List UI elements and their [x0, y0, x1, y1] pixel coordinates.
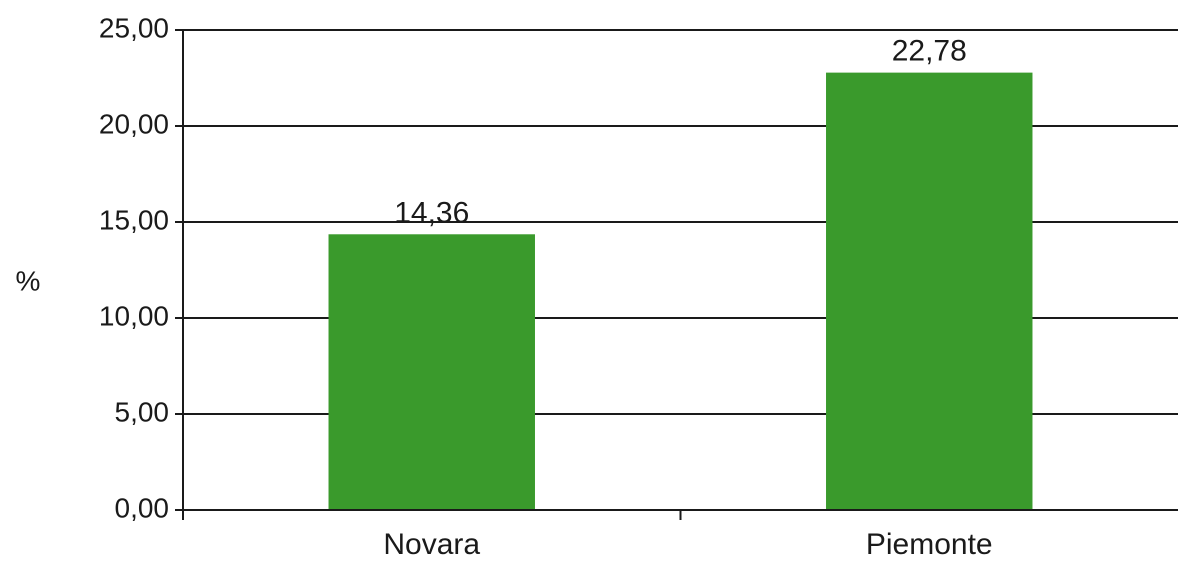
y-tick-label: 10,00 — [99, 300, 169, 331]
y-tick-label: 5,00 — [115, 396, 170, 427]
x-category-label: Novara — [383, 528, 480, 561]
bar-novara — [328, 234, 535, 510]
axes — [175, 29, 1178, 520]
y-tick-label: 25,00 — [99, 12, 169, 43]
x-category-label: Piemonte — [866, 528, 993, 561]
y-tick-label: 15,00 — [99, 204, 169, 235]
y-tick-label: 0,00 — [115, 492, 170, 523]
data-label: 22,78 — [892, 35, 967, 68]
y-tick-label: 20,00 — [99, 108, 169, 139]
data-label: 14,36 — [394, 196, 469, 229]
y-axis-title: % — [16, 265, 41, 296]
bars — [328, 72, 1033, 511]
bar-piemonte — [826, 72, 1033, 511]
labels: 0,00 5,00 10,00 15,00 20,00 25,00 14,36 Novara 2… — [99, 12, 993, 561]
